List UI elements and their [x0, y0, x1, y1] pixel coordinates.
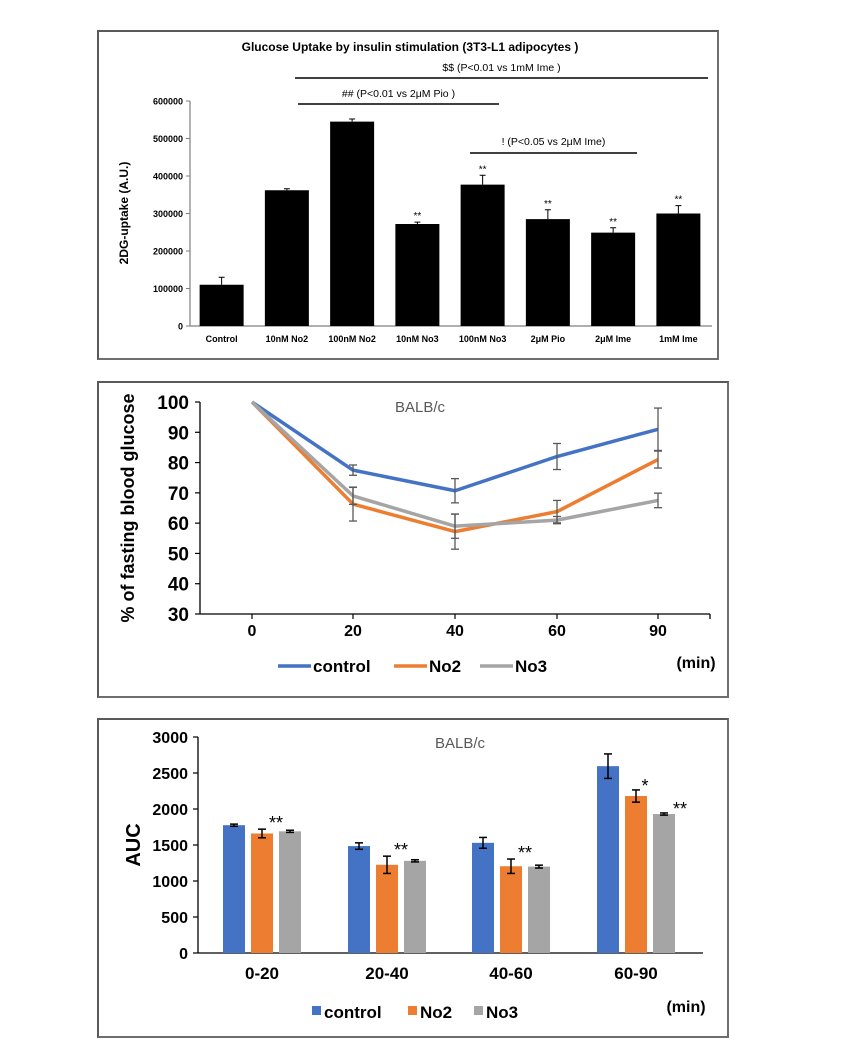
- chart3-ytick-label: 0: [179, 946, 188, 963]
- chart3-legend-label: control: [324, 1003, 382, 1022]
- panel-blood-glucose: [97, 381, 729, 698]
- chart2-ytick-label: 90: [168, 423, 189, 444]
- chart2-ytick-label: 60: [168, 514, 189, 535]
- chart2-ytick-label: 70: [168, 484, 189, 505]
- chart2-xtick-label: 40: [446, 623, 464, 640]
- chart3-bar-control: [223, 825, 245, 953]
- chart2-series-line-control: [251, 400, 659, 493]
- chart3-significance-marker: **: [394, 840, 408, 860]
- chart3-bar-control: [472, 842, 494, 953]
- chart3-ytick-label: 1000: [152, 874, 188, 891]
- chart1-bar: [460, 184, 505, 326]
- chart2-xtick-label: 90: [649, 623, 667, 640]
- chart3-bar-control: [348, 846, 370, 953]
- chart3-xtick-label: 20-40: [365, 964, 408, 983]
- chart1-significance-marker: **: [544, 199, 552, 210]
- chart1-xtick-label: 2μM Ime: [595, 334, 631, 344]
- chart2-ytick-label: 40: [168, 575, 189, 596]
- chart1-ytick-label: 300000: [153, 209, 183, 219]
- chart1-xtick-label: 10nM No2: [266, 334, 309, 344]
- chart1-ytick-label: 500000: [153, 134, 183, 144]
- chart3-xlabel: (min): [666, 999, 705, 1016]
- chart3-ytick-label: 3000: [152, 730, 188, 747]
- chart2-ytick-label: 30: [168, 605, 189, 626]
- chart3-ylabel: AUC: [123, 823, 145, 866]
- chart1-xtick-label: 10nM No3: [396, 334, 439, 344]
- chart2-ytick-label: 100: [157, 393, 189, 414]
- chart1-ytick-label: 100000: [153, 284, 183, 294]
- chart1-ytick-label: 200000: [153, 247, 183, 257]
- chart1-ylabel: 2DG-uptake (A.U.): [117, 162, 131, 265]
- chart1-bar: [264, 190, 309, 326]
- chart3-xtick-label: 40-60: [489, 964, 532, 983]
- chart1-comparison-label: ## (P<0.01 vs 2μM Pio ): [342, 88, 455, 100]
- chart1-significance-marker: **: [674, 195, 682, 206]
- chart3-bar-No2: [625, 796, 647, 953]
- chart1-ytick-label: 600000: [153, 97, 183, 107]
- chart2-ytick-label: 50: [168, 544, 189, 565]
- chart3-ytick-label: 500: [161, 910, 188, 927]
- chart3-bar-No2: [376, 864, 398, 953]
- chart3-bar-control: [597, 766, 619, 953]
- chart3-significance-marker: *: [641, 776, 648, 796]
- chart2-ylabel: % of fasting blood glucose: [118, 394, 138, 623]
- chart1-comparison-label: $$ (P<0.01 vs 1mM Ime ): [442, 62, 560, 74]
- chart1-bar: [330, 121, 375, 326]
- chart1-significance-marker: **: [609, 217, 617, 228]
- chart1-xtick-label: 100nM No3: [459, 334, 507, 344]
- chart3-bar-No3: [653, 814, 675, 953]
- chart3-legend-swatch-No2: [408, 1006, 417, 1015]
- chart1-bar: [525, 219, 570, 326]
- chart3-bar-No2: [500, 866, 522, 953]
- chart1-xtick-label: 1mM Ime: [659, 334, 698, 344]
- chart1-bar: [591, 232, 636, 326]
- chart3-bar-No3: [528, 866, 550, 953]
- chart2-ytick-label: 80: [168, 454, 189, 475]
- chart1-bar: [656, 213, 701, 326]
- chart2-legend-label: No3: [515, 657, 547, 676]
- chart3-bar-No3: [279, 831, 301, 953]
- chart2-title: BALB/c: [395, 399, 446, 416]
- chart3-title: BALB/c: [435, 735, 486, 752]
- chart3-legend-label: No2: [420, 1003, 452, 1022]
- chart2-legend-label: control: [313, 657, 371, 676]
- chart3-ytick-label: 2000: [152, 802, 188, 819]
- chart1-ytick-label: 400000: [153, 172, 183, 182]
- chart3-bar-No3: [404, 860, 426, 953]
- chart2-xlabel: (min): [676, 655, 715, 672]
- chart1-xtick-label: 100nM No2: [328, 334, 376, 344]
- chart1-title: Glucose Uptake by insulin stimulation (3…: [242, 40, 579, 54]
- chart1-bar: [199, 284, 244, 326]
- chart2-legend-label: No2: [429, 657, 461, 676]
- chart2-xtick-label: 0: [248, 623, 257, 640]
- chart3-xtick-label: 60-90: [614, 964, 657, 983]
- chart1-xtick-label: Control: [206, 334, 238, 344]
- chart1-ytick-label: 0: [178, 322, 183, 332]
- chart1-bar: [395, 224, 440, 326]
- chart3-legend-swatch-No3: [474, 1006, 483, 1015]
- chart1-significance-marker: **: [479, 164, 487, 175]
- chart3-bar-No2: [251, 833, 273, 953]
- chart3-legend-label: No3: [486, 1003, 518, 1022]
- chart3-legend-swatch-control: [312, 1006, 321, 1015]
- chart1-comparison-label: ! (P<0.05 vs 2μM Ime): [502, 136, 606, 148]
- chart3-xtick-label: 0-20: [245, 964, 279, 983]
- chart2-xtick-label: 60: [548, 623, 566, 640]
- chart3-significance-marker: **: [518, 843, 532, 863]
- chart3-ytick-label: 2500: [152, 766, 188, 783]
- chart1-significance-marker: **: [413, 211, 421, 222]
- chart3-ytick-label: 1500: [152, 838, 188, 855]
- chart3-significance-marker: **: [673, 799, 687, 819]
- chart2-xtick-label: 20: [344, 623, 362, 640]
- chart3-significance-marker: **: [269, 813, 283, 833]
- chart1-xtick-label: 2μM Pio: [531, 334, 566, 344]
